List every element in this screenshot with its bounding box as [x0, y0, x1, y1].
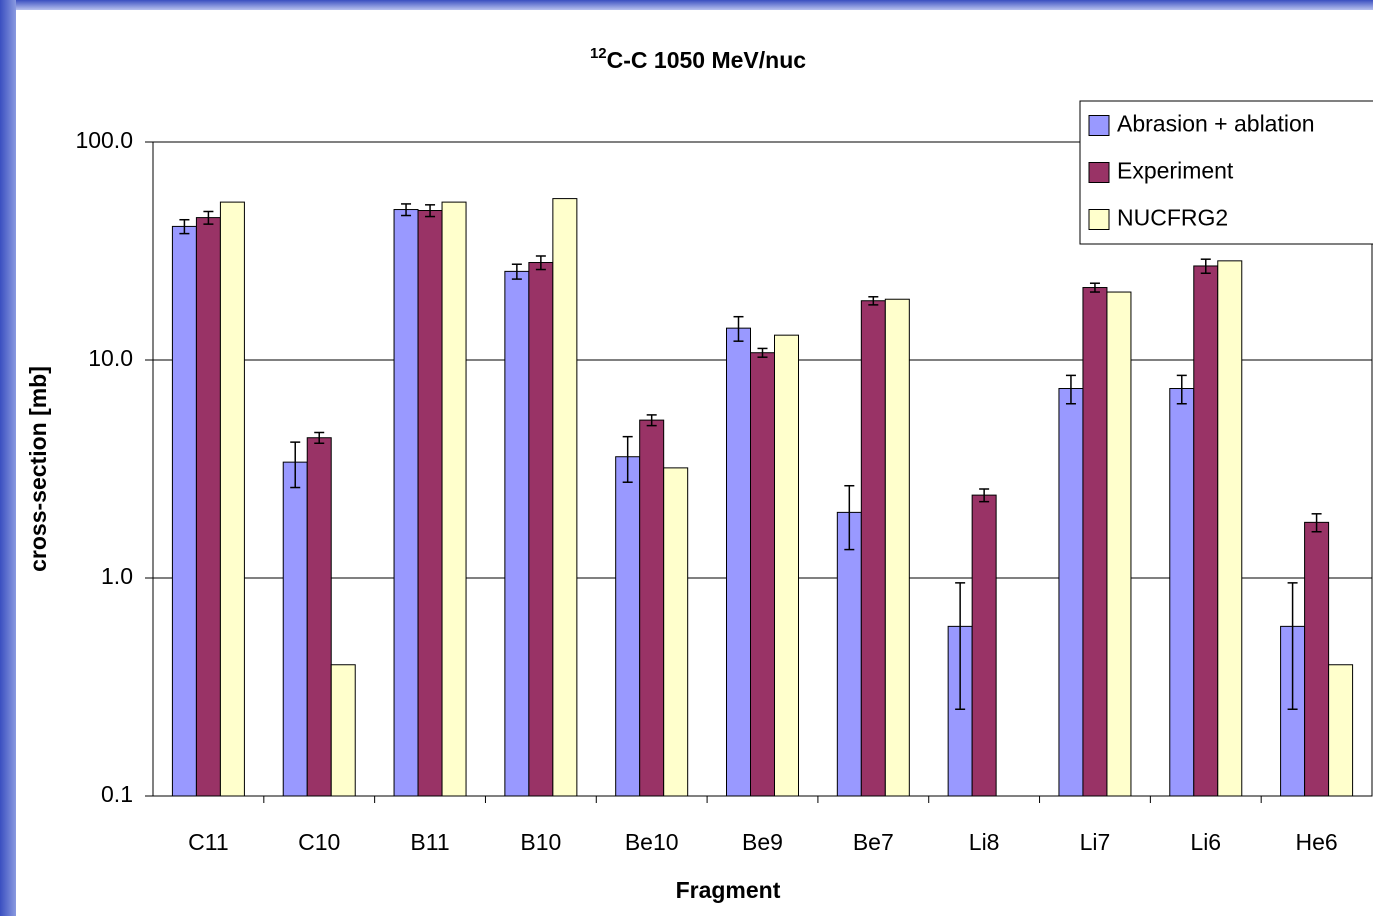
- bar: [836, 511, 862, 797]
- bar: [1106, 291, 1132, 797]
- bar: [884, 298, 910, 797]
- bar: [219, 201, 245, 797]
- frame-left: [0, 0, 16, 916]
- bar: [1169, 388, 1195, 797]
- legend-label: Experiment: [1117, 158, 1234, 184]
- x-tick-label: B11: [410, 829, 449, 855]
- y-tick-label: 0.1: [101, 781, 133, 807]
- legend-label: Abrasion + ablation: [1117, 111, 1315, 137]
- bar: [417, 210, 443, 797]
- x-tick-label: He6: [1295, 829, 1337, 855]
- y-tick-label: 1.0: [101, 563, 133, 589]
- y-axis-label: cross-section [mb]: [25, 366, 51, 572]
- x-tick-label: Li7: [1080, 829, 1111, 855]
- bar: [1217, 260, 1243, 797]
- bar: [615, 456, 641, 797]
- legend-box: [1079, 100, 1373, 245]
- bar: [663, 467, 689, 797]
- bar: [726, 327, 751, 797]
- bar: [195, 217, 221, 797]
- bar: [504, 270, 530, 797]
- bar: [282, 461, 308, 797]
- x-tick-label: B10: [520, 829, 561, 855]
- bar: [552, 198, 578, 797]
- chart-title: 12C-C 1050 MeV/nuc: [590, 45, 806, 73]
- bar: [393, 209, 419, 797]
- x-tick-label: Be9: [742, 829, 783, 855]
- bar: [1058, 388, 1084, 797]
- bar: [860, 300, 886, 797]
- legend-swatch: [1088, 209, 1110, 230]
- bar: [774, 334, 799, 797]
- x-tick-label: Li6: [1190, 829, 1221, 855]
- x-tick-label: Be10: [625, 829, 679, 855]
- bar: [1193, 265, 1219, 797]
- x-tick-label: Be7: [853, 829, 894, 855]
- y-tick-label: 100.0: [75, 127, 133, 153]
- bar: [1328, 664, 1354, 797]
- bar: [1082, 287, 1108, 797]
- legend-label: NUCFRG2: [1117, 205, 1228, 231]
- frame-top: [0, 0, 1373, 10]
- bar: [971, 494, 997, 797]
- x-tick-label: C11: [188, 829, 229, 855]
- bar: [528, 262, 554, 797]
- x-tick-label: C10: [298, 829, 340, 855]
- bar: [306, 437, 332, 797]
- x-tick-label: Li8: [969, 829, 1000, 855]
- bar: [330, 664, 356, 797]
- bar: [171, 225, 197, 797]
- bar: [1304, 521, 1330, 797]
- legend-swatch: [1088, 162, 1110, 183]
- x-axis-label: Fragment: [676, 877, 781, 903]
- bar: [639, 419, 665, 797]
- bar: [750, 352, 775, 797]
- y-tick-label: 10.0: [88, 345, 133, 371]
- legend-swatch: [1088, 115, 1110, 136]
- bar: [441, 201, 467, 797]
